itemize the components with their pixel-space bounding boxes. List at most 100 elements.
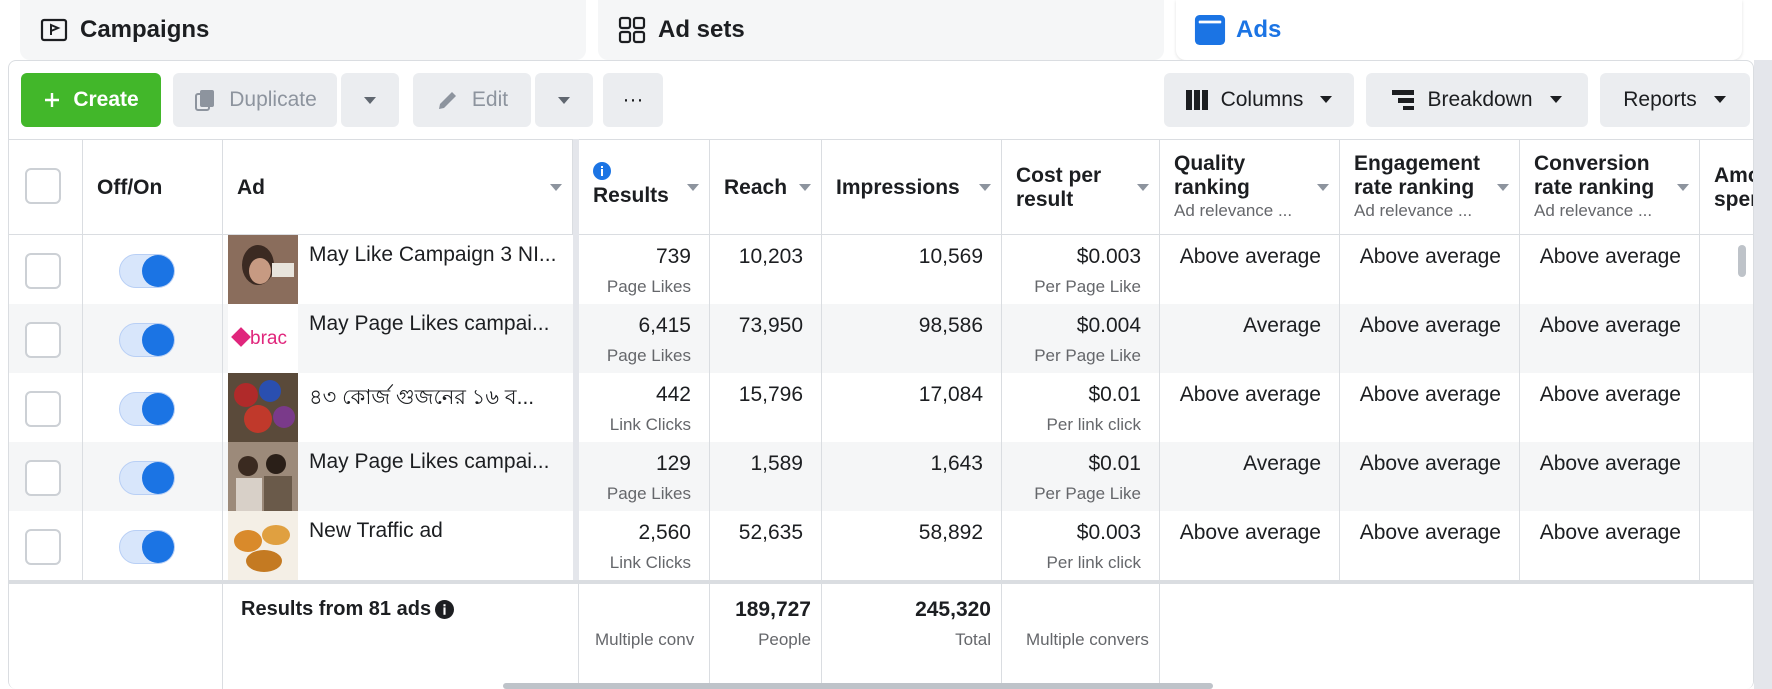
ad-toggle[interactable] [119, 461, 175, 495]
engagement-ranking-value: Above average [1359, 521, 1501, 544]
column-cost-label: Cost per result [1016, 164, 1102, 211]
ad-name[interactable]: ৪৩ কোর্জ গুজনের ১৬ ব... [309, 386, 535, 409]
breakdown-button[interactable]: Breakdown [1366, 73, 1588, 127]
sort-icon [1677, 184, 1689, 191]
brac-logo-text: brac [250, 328, 287, 349]
summary-impressions: 245,320 [915, 598, 991, 621]
results-type: Page Likes [606, 484, 691, 503]
tab-ad-sets[interactable]: Ad sets [598, 0, 1164, 60]
edit-dropdown-button[interactable] [535, 73, 593, 127]
ad-thumbnail[interactable]: brac [228, 304, 298, 373]
row-checkbox[interactable] [25, 391, 61, 427]
tab-ads[interactable]: Ads [1176, 0, 1742, 60]
table-body: May Like Campaign 3 NI... 739 Page Likes … [9, 235, 1753, 580]
column-cost-per-result[interactable]: Cost per result [1002, 140, 1160, 234]
table-row[interactable]: May Like Campaign 3 NI... 739 Page Likes … [9, 235, 1753, 304]
column-ad-label: Ad [237, 176, 265, 199]
toolbar: Create Duplicate Edit ··· [9, 61, 1753, 139]
summary-reach: 189,727 [735, 598, 811, 621]
results-type: Link Clicks [609, 553, 691, 572]
create-button[interactable]: Create [21, 73, 161, 127]
quality-ranking-value: Above average [1179, 245, 1321, 268]
engagement-ranking-value: Above average [1359, 383, 1501, 406]
quality-ranking-value: Average [1243, 314, 1321, 337]
info-icon[interactable] [435, 600, 454, 619]
columns-icon [1185, 89, 1209, 111]
more-options-button[interactable]: ··· [603, 73, 663, 127]
ad-toggle[interactable] [119, 323, 175, 357]
ad-name[interactable]: May Page Likes campai... [309, 450, 550, 473]
column-quality-ranking[interactable]: Quality ranking Ad relevance ... [1160, 140, 1340, 234]
table-row[interactable]: New Traffic ad 2,560 Link Clicks 52,635 5… [9, 511, 1753, 580]
table-row[interactable]: brac May Page Likes campai... 6,415 Page … [9, 304, 1753, 373]
ad-thumbnail[interactable] [228, 235, 298, 304]
table-row[interactable]: ৪৩ কোর্জ গুজনের ১৬ ব... 442 Link Clicks 1… [9, 373, 1753, 442]
ad-name[interactable]: May Like Campaign 3 NI... [309, 243, 557, 266]
sort-icon [979, 184, 991, 191]
results-type: Page Likes [606, 346, 691, 365]
duplicate-dropdown-button[interactable] [341, 73, 399, 127]
engagement-ranking-value: Above average [1359, 452, 1501, 475]
impressions-value: 58,892 [918, 521, 983, 544]
impressions-value: 98,586 [918, 314, 983, 337]
columns-button[interactable]: Columns [1164, 73, 1354, 127]
horizontal-scrollbar[interactable] [503, 683, 1213, 689]
conversion-ranking-value: Above average [1539, 452, 1681, 475]
impressions-value: 10,569 [918, 245, 983, 268]
plus-icon [43, 91, 61, 109]
chevron-down-icon [1319, 95, 1333, 105]
row-checkbox[interactable] [25, 460, 61, 496]
ad-thumbnail[interactable] [228, 511, 298, 580]
reach-value: 10,203 [738, 245, 803, 268]
ads-panel: Create Duplicate Edit ··· [8, 60, 1754, 689]
ad-toggle[interactable] [119, 254, 175, 288]
column-impressions[interactable]: Impressions [822, 140, 1002, 234]
chevron-down-icon [363, 88, 377, 112]
vertical-scrollbar[interactable] [1738, 245, 1746, 277]
reports-button[interactable]: Reports [1600, 73, 1750, 127]
column-resize-divider[interactable] [573, 139, 579, 689]
ad-thumbnail[interactable] [228, 442, 298, 511]
column-off-on-label: Off/On [97, 176, 163, 199]
column-ad[interactable]: Ad [223, 140, 573, 234]
edit-button[interactable]: Edit [413, 73, 531, 127]
row-checkbox[interactable] [25, 322, 61, 358]
cost-value: $0.01 [1088, 452, 1141, 475]
column-off-on[interactable]: Off/On [83, 140, 223, 234]
row-checkbox[interactable] [25, 253, 61, 289]
table-header: Off/On Ad Results Reach Impressions Cost… [9, 139, 1753, 235]
summary-reach-sub: People [758, 630, 811, 649]
reports-label: Reports [1623, 88, 1697, 111]
info-icon[interactable] [593, 162, 611, 180]
ad-thumbnail[interactable] [228, 373, 298, 442]
ad-toggle[interactable] [119, 392, 175, 426]
cost-type: Per Page Like [1034, 484, 1141, 503]
cost-value: $0.004 [1076, 314, 1141, 337]
column-results[interactable]: Results [579, 140, 710, 234]
more-icon: ··· [622, 88, 644, 111]
results-value: 442 [655, 383, 691, 406]
reach-value: 52,635 [738, 521, 803, 544]
table-row[interactable]: May Page Likes campai... 129 Page Likes 1… [9, 442, 1753, 511]
ad-name[interactable]: New Traffic ad [309, 519, 443, 542]
page-scrollbar-track[interactable] [1754, 60, 1772, 689]
duplicate-button[interactable]: Duplicate [173, 73, 337, 127]
ad-name[interactable]: May Page Likes campai... [309, 312, 550, 335]
breakdown-label: Breakdown [1427, 88, 1533, 111]
summary-results-sub: Multiple conv [595, 630, 695, 649]
column-conversion-ranking[interactable]: Conversion rate ranking Ad relevance ... [1520, 140, 1700, 234]
row-checkbox[interactable] [25, 529, 61, 565]
engagement-ranking-value: Above average [1359, 314, 1501, 337]
cost-value: $0.003 [1076, 521, 1141, 544]
ad-toggle[interactable] [119, 530, 175, 564]
column-engagement-ranking[interactable]: Engagement rate ranking Ad relevance ... [1340, 140, 1520, 234]
column-reach[interactable]: Reach [710, 140, 822, 234]
select-all-checkbox[interactable] [25, 168, 61, 204]
reach-value: 73,950 [738, 314, 803, 337]
ad-icon [1194, 14, 1226, 46]
tab-campaigns[interactable]: Campaigns [20, 0, 586, 60]
tab-ads-label: Ads [1236, 16, 1282, 43]
engagement-ranking-value: Above average [1359, 245, 1501, 268]
sort-icon [1137, 184, 1149, 191]
column-amount-spent[interactable]: Amo spen [1700, 140, 1753, 234]
